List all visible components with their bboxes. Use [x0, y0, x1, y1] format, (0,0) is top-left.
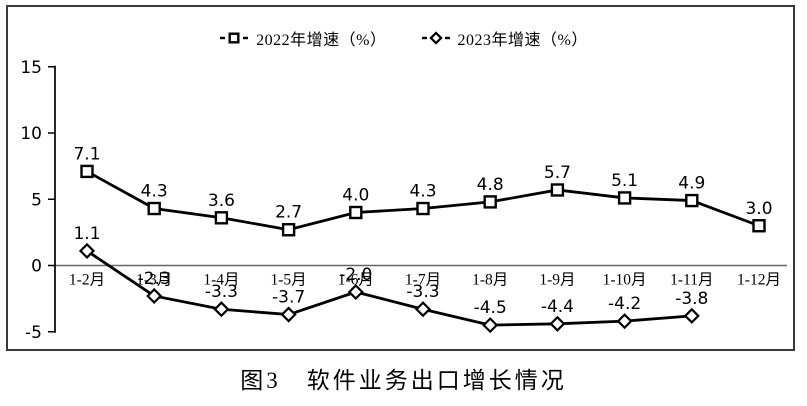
data-label: -4.4 — [541, 297, 574, 317]
x-category-label: 1-12月 — [737, 272, 781, 289]
square-marker — [80, 164, 94, 179]
x-category-label: 1-9月 — [539, 272, 575, 289]
data-label: 5.7 — [544, 163, 571, 183]
data-label: -4.2 — [608, 294, 641, 314]
diamond-marker — [683, 307, 700, 324]
data-label: -3.8 — [675, 289, 708, 309]
diamond-marker — [616, 313, 633, 330]
y-tick-label: 10 — [20, 124, 42, 144]
data-label: 1.1 — [73, 224, 100, 244]
diamond-marker — [213, 301, 230, 318]
data-label: 4.0 — [342, 186, 369, 206]
chart-caption: 图3 软件业务出口增长情况 — [240, 368, 567, 393]
square-marker — [416, 201, 430, 216]
diamond-marker-icon — [421, 31, 450, 45]
data-label: -2.3 — [138, 269, 171, 289]
series-line-diamond — [86, 249, 692, 327]
square-marker — [349, 205, 363, 220]
x-category-label: 1-2月 — [69, 272, 105, 289]
data-label: -2.0 — [339, 265, 372, 285]
square-marker — [550, 183, 565, 197]
data-label: 4.8 — [477, 175, 504, 195]
data-label: 5.1 — [611, 171, 638, 191]
square-marker — [617, 191, 632, 205]
legend-item-2023: 2023年增速（%） — [421, 26, 588, 50]
x-category-label: 1-11月 — [670, 272, 713, 289]
y-tick-label: -5 — [25, 323, 42, 343]
data-label: 7.1 — [73, 144, 100, 164]
data-label: 3.0 — [745, 199, 772, 219]
data-label: 3.6 — [208, 191, 235, 211]
diamond-marker — [414, 301, 432, 318]
data-label: 4.9 — [678, 174, 705, 194]
square-marker — [752, 219, 766, 233]
x-category-label: 1-5月 — [271, 272, 307, 289]
legend-item-2022: 2022年增速（%） — [219, 26, 386, 50]
data-label: 2.7 — [275, 203, 302, 223]
data-label: -3.3 — [205, 282, 238, 302]
square-marker-icon — [220, 32, 249, 44]
chart-legend: 2022年增速（%） 2023年增速（%） — [0, 26, 807, 50]
x-category-label: 1-3月 — [136, 272, 172, 289]
x-category-label: 1-6月 — [338, 272, 374, 289]
data-label: -3.7 — [272, 288, 305, 308]
x-category-label: 1-4月 — [203, 272, 239, 289]
square-marker — [483, 195, 497, 209]
x-category-label: 1-10月 — [603, 272, 647, 289]
y-tick-label: 5 — [31, 190, 42, 210]
x-category-label: 1-7月 — [405, 272, 441, 289]
square-marker — [214, 211, 229, 225]
square-marker — [685, 193, 699, 208]
data-label: 4.3 — [409, 182, 436, 202]
chart-frame — [6, 5, 795, 351]
data-label: 4.3 — [141, 182, 168, 202]
data-label: -4.5 — [474, 298, 507, 318]
square-marker — [147, 201, 161, 216]
legend-label-2022: 2022年增速（%） — [256, 32, 387, 49]
data-label: -3.3 — [406, 282, 439, 302]
diamond-marker — [482, 317, 499, 334]
diamond-marker — [146, 287, 163, 305]
x-category-label: 1-8月 — [472, 272, 508, 289]
diamond-marker — [347, 283, 364, 301]
square-marker — [281, 223, 296, 237]
diamond-marker — [549, 315, 566, 332]
diamond-marker — [280, 306, 297, 323]
diamond-marker — [78, 242, 96, 259]
legend-label-2023: 2023年增速（%） — [457, 32, 588, 49]
y-tick-label: 15 — [20, 58, 42, 78]
y-tick-label: 0 — [31, 257, 42, 277]
